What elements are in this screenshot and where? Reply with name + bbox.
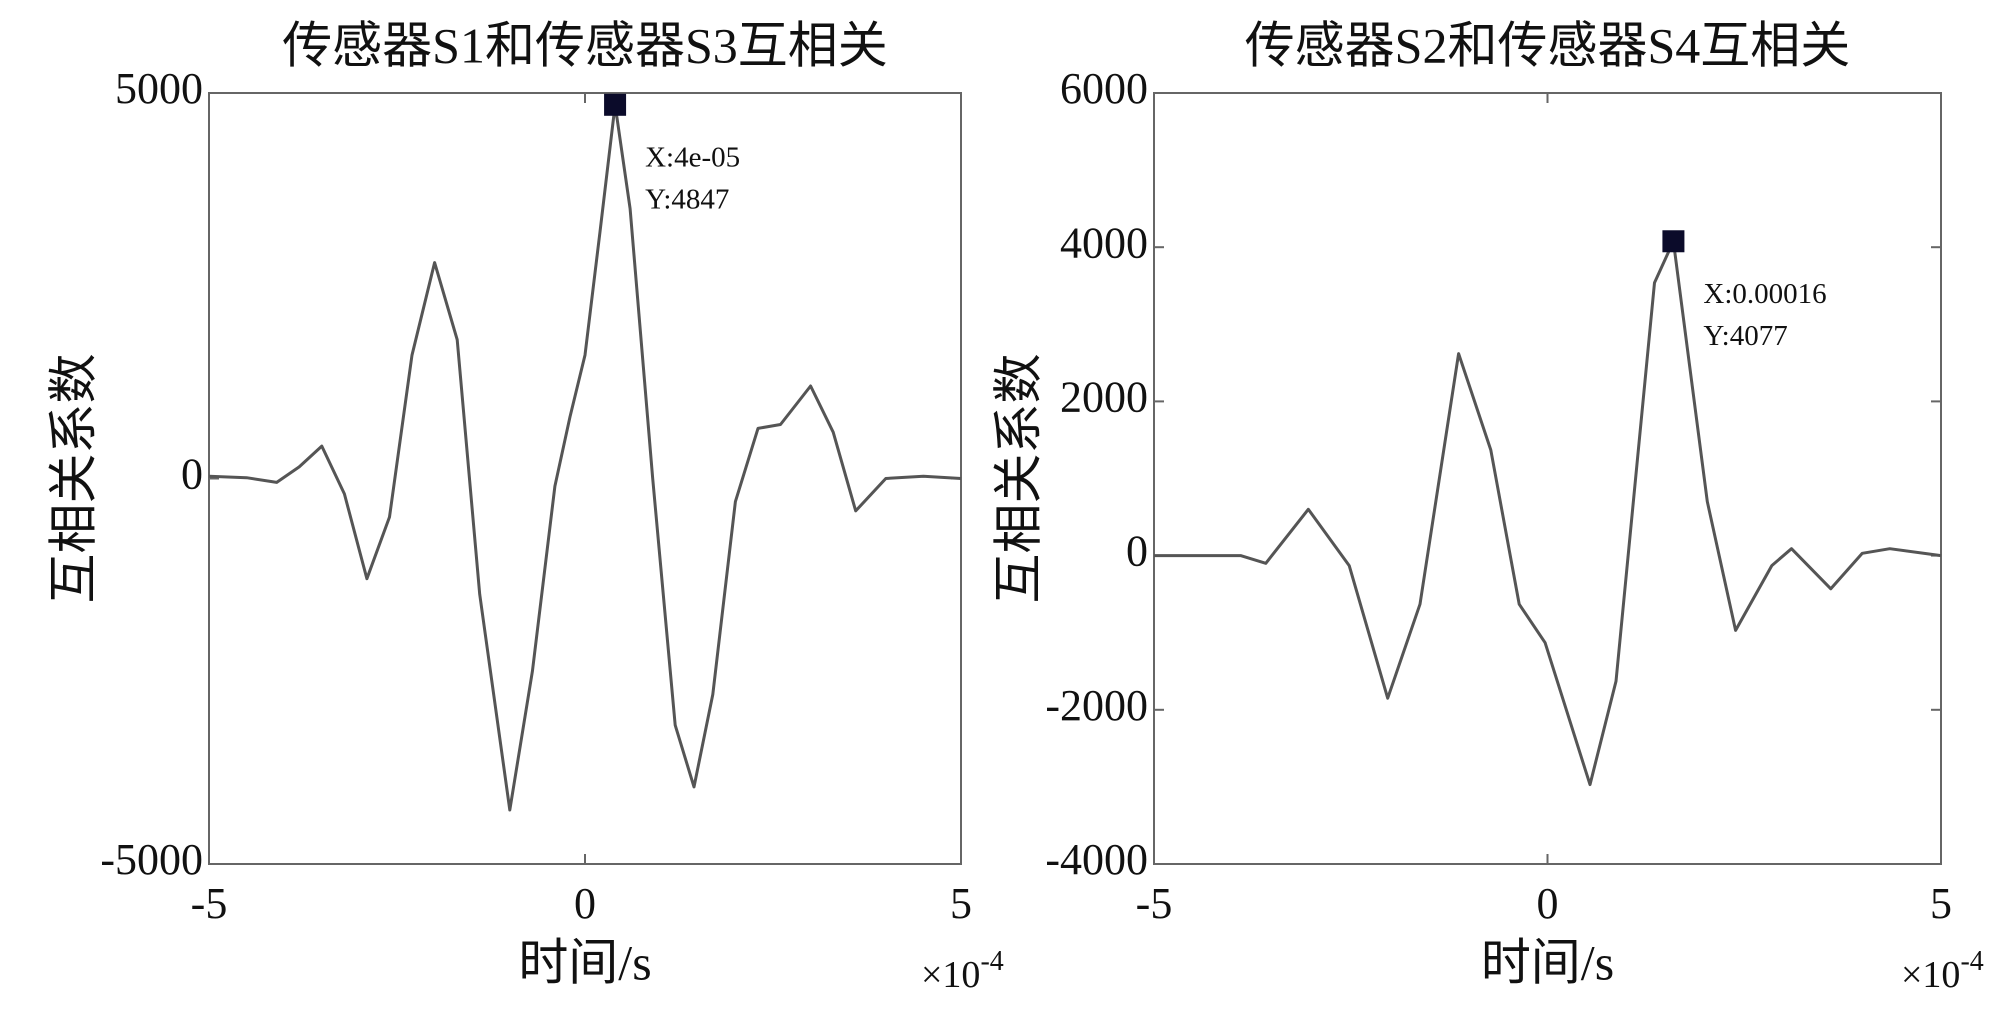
y-tick-label: -2000 [1045,681,1148,730]
curve [208,103,962,812]
curve [1154,239,1942,787]
chart-title: 传感器S1和传感器S3互相关 [282,17,888,73]
x-tick-label: -5 [1136,879,1173,928]
x-axis-label: 时间/s [1481,934,1614,990]
x-tick-label: -5 [191,879,228,928]
y-tick-label: 5000 [115,64,203,113]
chart-title: 传感器S2和传感器S4互相关 [1245,17,1851,73]
x-tick-label: 5 [1930,879,1952,928]
y-tick-label: 0 [181,450,203,499]
x-scale-factor: ×10-4 [921,946,1004,995]
x-axis-label: 时间/s [518,934,651,990]
y-tick-label: 4000 [1060,218,1148,267]
data-tip-label: X:4e-05 [645,141,740,173]
data-tip-marker [1662,230,1685,253]
x-tick-label: 0 [574,879,596,928]
y-tick-label: 6000 [1060,64,1148,113]
x-scale-exponent: -4 [1960,946,1983,977]
plot-frame [208,92,962,865]
x-scale-base: ×10 [1901,954,1960,996]
y-tick-label: -5000 [100,835,203,884]
x-scale-factor: ×10-4 [1901,946,1984,995]
y-axis-label: 互相关系数 [45,354,101,604]
data-tip-label: X:0.00016 [1703,278,1826,310]
data-tip-marker [604,93,627,116]
data-tip-label: Y:4847 [645,183,729,215]
y-tick-label: -4000 [1045,835,1148,884]
plot-frame [1153,92,1942,865]
y-tick-label: 2000 [1060,372,1148,421]
data-tip-label: Y:4077 [1703,320,1787,352]
y-axis-label: 互相关系数 [990,354,1046,604]
x-scale-exponent: -4 [980,946,1003,977]
x-tick-label: 0 [1537,879,1559,928]
x-tick-label: 5 [950,879,972,928]
x-scale-base: ×10 [921,954,980,996]
y-tick-label: 0 [1126,527,1148,576]
